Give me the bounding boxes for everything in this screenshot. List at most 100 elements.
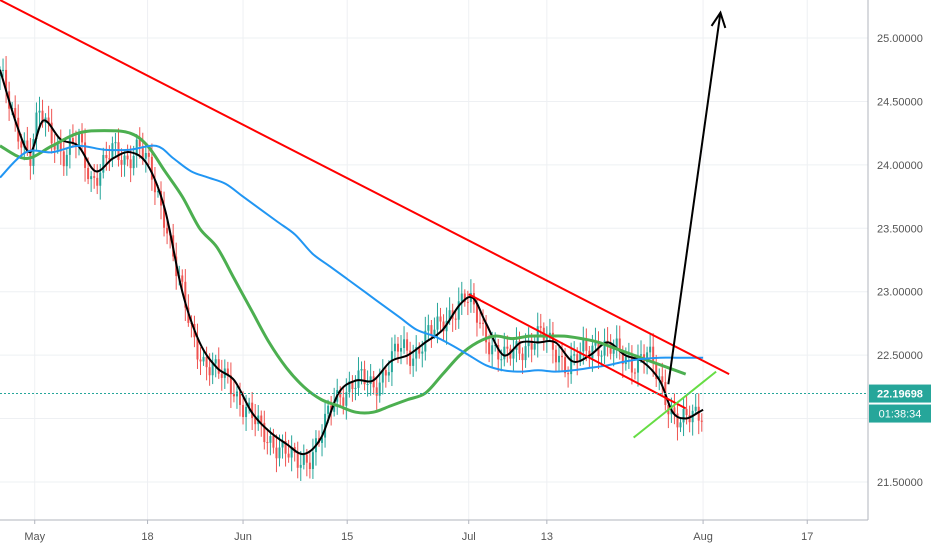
candle-body [32, 139, 35, 166]
y-tick-label: 24.00000 [877, 160, 923, 172]
candle-body [700, 420, 703, 422]
candle-body [281, 441, 284, 448]
candle-body [576, 354, 579, 362]
candle-body [196, 337, 199, 360]
candle-body [594, 341, 597, 346]
candle-body [503, 346, 506, 360]
candle-body [554, 349, 557, 363]
candle-body [396, 343, 399, 352]
candle-body [557, 355, 560, 363]
candle-body [260, 415, 263, 423]
last-price-badge: 22.19698 [869, 384, 931, 403]
candle-body [418, 347, 421, 354]
candle-body [302, 454, 305, 465]
candle-body [682, 408, 685, 423]
candle-body [640, 354, 643, 356]
candle-body [381, 370, 384, 383]
candle-body [41, 110, 44, 123]
candle-body [217, 359, 220, 374]
y-axis-panel[interactable] [868, 0, 932, 520]
candle-body [108, 158, 111, 160]
candle-body [132, 155, 135, 169]
x-axis-labels: May 18 Jun 15 Jul 13 Aug 17 [24, 520, 813, 543]
candle-body [311, 452, 314, 470]
candle-body [71, 138, 74, 143]
candle-body [485, 323, 488, 343]
candle-body [694, 406, 697, 411]
candle-body [324, 413, 327, 438]
candle-body [424, 330, 427, 352]
candle-body [400, 348, 403, 352]
candle-body [345, 392, 348, 406]
candle-body [275, 447, 278, 459]
candle-body [403, 339, 406, 349]
x-tick-label: 18 [141, 531, 153, 543]
candle-body [488, 342, 491, 355]
candle-body [81, 133, 84, 143]
candles [0, 56, 703, 481]
candle-body [567, 373, 570, 375]
candle-body [287, 453, 290, 458]
candle-body [585, 340, 588, 351]
upward-arrow[interactable] [667, 12, 722, 385]
candle-body [436, 316, 439, 330]
candle-body [457, 301, 460, 320]
candle-body [20, 141, 23, 148]
y-tick-label: 23.50000 [877, 223, 923, 235]
candle-body [661, 376, 664, 383]
candle-body [239, 391, 242, 405]
candle-body [697, 406, 700, 421]
candle-body [153, 179, 156, 193]
candle-body [573, 354, 576, 356]
candle-body [433, 329, 436, 335]
candle-body [649, 346, 652, 353]
candle-body [506, 346, 509, 349]
candle-body [621, 352, 624, 365]
chart-grid [0, 0, 868, 520]
candle-body [421, 351, 424, 354]
candle-body [166, 227, 169, 234]
candle-body [150, 156, 153, 180]
candle-body [245, 406, 248, 418]
candle-body [87, 167, 90, 180]
candle-body [93, 176, 96, 178]
candle-body [658, 376, 661, 380]
candle-body [466, 301, 469, 303]
candle-body [96, 177, 99, 186]
candle-body [184, 281, 187, 308]
candle-body [363, 369, 366, 385]
y-tick-label: 22.50000 [877, 350, 923, 362]
candle-body [305, 454, 308, 463]
candle-body [439, 316, 442, 322]
red-trendline[interactable] [0, 0, 730, 376]
candle-body [530, 340, 533, 350]
moving-average-blue [0, 144, 704, 373]
candle-body [387, 372, 390, 376]
candle-body [497, 344, 500, 360]
candle-body [266, 442, 269, 444]
candle-body [251, 402, 254, 418]
candle-body [676, 413, 679, 428]
candle-body [38, 110, 41, 113]
candle-body [163, 205, 166, 228]
x-tick-label: 17 [801, 531, 813, 543]
candle-body [342, 397, 345, 406]
candle-body [655, 362, 658, 380]
candle-body [415, 347, 418, 359]
candle-body [47, 117, 50, 123]
candle-body [229, 375, 232, 395]
candle-body [147, 152, 150, 157]
arrow-head [710, 10, 727, 29]
candle-body [615, 338, 618, 347]
candle-body [263, 422, 266, 443]
candle-body [59, 142, 62, 152]
candle-body [448, 310, 451, 321]
candle-body [248, 402, 251, 407]
candle-body [138, 139, 141, 147]
x-axis-panel[interactable] [0, 520, 868, 550]
green-trendline[interactable] [633, 370, 717, 439]
candle-body [463, 293, 466, 302]
candle-body [290, 447, 293, 458]
red-trendline[interactable] [468, 293, 687, 410]
